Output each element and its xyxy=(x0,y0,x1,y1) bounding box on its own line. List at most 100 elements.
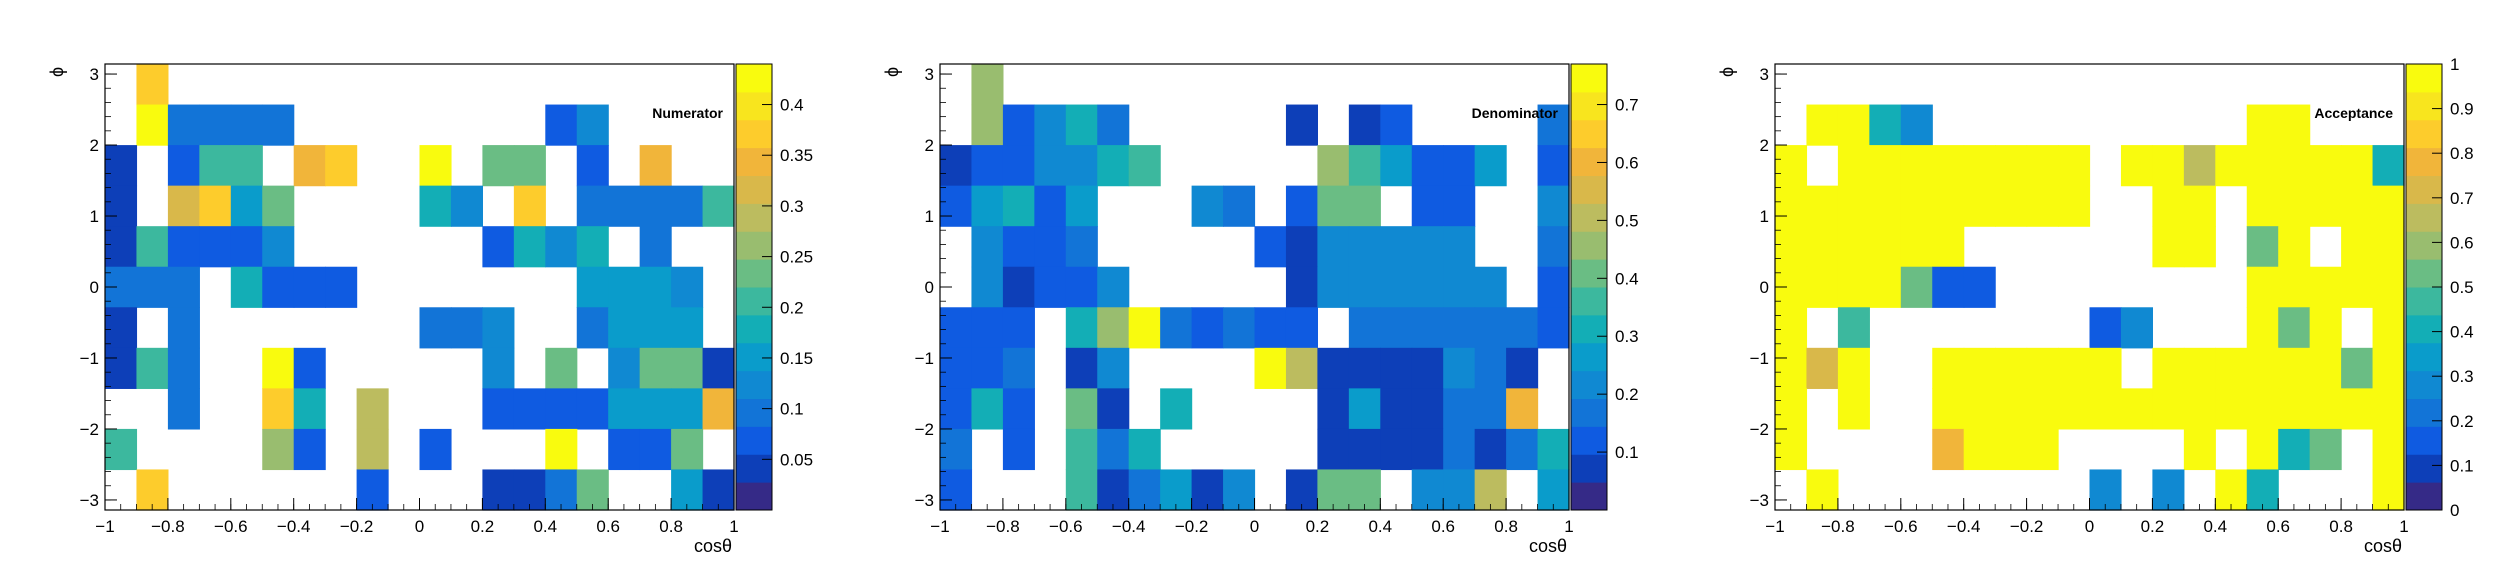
heatmap-cell xyxy=(671,388,704,430)
heatmap-cell xyxy=(1128,145,1161,187)
heatmap-cell xyxy=(1002,266,1035,308)
heatmap-cell xyxy=(1775,307,1808,349)
x-tick-label: 0.2 xyxy=(471,517,495,536)
heatmap-cell xyxy=(167,185,200,227)
colorbar-segment xyxy=(2406,91,2442,121)
heatmap-cell xyxy=(2183,428,2216,471)
heatmap-cell xyxy=(1537,428,1570,471)
heatmap-cell xyxy=(1869,226,1902,268)
heatmap-cell xyxy=(2372,469,2405,511)
y-tick-label: 2 xyxy=(1760,136,1769,155)
heatmap-cell xyxy=(2309,307,2342,349)
colorbar-tick-label: 0.35 xyxy=(780,146,813,165)
x-tick-label: 0.4 xyxy=(1368,517,1392,536)
heatmap-cell xyxy=(2152,469,2185,511)
heatmap-cell xyxy=(2278,104,2311,146)
heatmap-cell xyxy=(1128,469,1161,511)
colorbar-segment xyxy=(1571,342,1607,372)
x-tick-label: 0.8 xyxy=(659,517,683,536)
heatmap-cell xyxy=(1034,104,1067,146)
heatmap-cell xyxy=(293,347,326,389)
heatmap-cell xyxy=(1065,226,1098,268)
heatmap-cell xyxy=(1837,185,1870,227)
heatmap-cell xyxy=(1932,226,1965,268)
heatmap-cell xyxy=(702,388,735,430)
heatmap-cell xyxy=(1285,104,1318,146)
heatmap-cell xyxy=(1097,469,1130,511)
heatmap-cell xyxy=(419,428,452,471)
heatmap-cell xyxy=(230,104,263,146)
heatmap-cell xyxy=(2215,347,2248,389)
heatmap-cell xyxy=(1348,428,1381,471)
heatmap-cell xyxy=(262,428,295,471)
heatmap-cell xyxy=(482,469,515,511)
heatmap-cell xyxy=(639,428,672,471)
colorbar-frame xyxy=(735,63,773,511)
x-tick-label: 0.4 xyxy=(2203,517,2227,536)
y-tick-label: 2 xyxy=(925,136,934,155)
heatmap-cell xyxy=(136,104,169,146)
heatmap-cell xyxy=(356,469,389,511)
heatmap-cell xyxy=(1097,145,1130,187)
heatmap-cell xyxy=(2278,347,2311,389)
x-tick-label: 0.8 xyxy=(2329,517,2353,536)
heatmap-cell xyxy=(199,145,232,187)
x-axis-label: cosθ xyxy=(1529,536,1567,556)
heatmap-cell xyxy=(513,145,546,187)
heatmap-cell xyxy=(639,307,672,349)
heatmap-cell xyxy=(1837,307,1870,349)
heatmap-cell xyxy=(1900,266,1933,308)
heatmap-cell xyxy=(1223,307,1256,349)
heatmap-cell xyxy=(419,307,452,349)
heatmap-cell xyxy=(419,145,452,187)
heatmap-cell xyxy=(545,347,578,389)
heatmap-cell xyxy=(1002,185,1035,227)
heatmap-cell xyxy=(2309,347,2342,389)
heatmap-cell xyxy=(608,266,641,308)
x-tick-label: −0.8 xyxy=(151,517,185,536)
heatmap-cell xyxy=(702,469,735,511)
heatmap-cell xyxy=(1837,347,1870,389)
colorbar-segment xyxy=(1571,314,1607,344)
heatmap-cell xyxy=(1002,226,1035,268)
x-tick-label: 0.6 xyxy=(2266,517,2290,536)
heatmap-cell xyxy=(1932,185,1965,227)
heatmap-cell xyxy=(1380,145,1413,187)
colorbar-segment xyxy=(2406,314,2442,344)
heatmap-cell xyxy=(1474,307,1507,349)
heatmap-cell xyxy=(576,104,609,146)
x-tick-label: 1 xyxy=(729,517,738,536)
heatmap-cell xyxy=(2089,347,2122,389)
heatmap-cell xyxy=(1034,185,1067,227)
colorbar-tick-label: 0.4 xyxy=(2450,323,2474,342)
x-axis-label: cosθ xyxy=(694,536,732,556)
heatmap-cell xyxy=(1002,307,1035,349)
heatmap-cell xyxy=(2372,307,2405,349)
heatmap-cell xyxy=(136,64,169,106)
heatmap-cell xyxy=(136,266,169,308)
y-tick-label: −2 xyxy=(915,420,934,439)
heatmap-cell xyxy=(1806,469,1839,511)
heatmap-cell xyxy=(1932,347,1965,389)
heatmap-cell xyxy=(2026,347,2059,389)
heatmap-cell xyxy=(1900,226,1933,268)
colorbar-tick-label: 0.9 xyxy=(2450,100,2474,119)
x-tick-label: 0.4 xyxy=(533,517,557,536)
colorbar-segment xyxy=(1571,370,1607,400)
chart-title: Acceptance xyxy=(2314,105,2393,121)
colorbar-tick-label: 0.25 xyxy=(780,248,813,267)
heatmap-cell xyxy=(971,145,1004,187)
heatmap-cell xyxy=(2341,266,2374,308)
heatmap-cell xyxy=(940,428,973,471)
colorbar-segment xyxy=(2406,231,2442,260)
heatmap-cell xyxy=(1900,145,1933,187)
colorbar-segment xyxy=(736,287,772,316)
heatmap-cell xyxy=(1474,145,1507,187)
heatmap-cell xyxy=(1443,347,1476,389)
heatmap-cell xyxy=(2309,145,2342,187)
x-tick-label: −0.6 xyxy=(1884,517,1918,536)
heatmap-cell xyxy=(576,388,609,430)
heatmap-cell xyxy=(356,428,389,471)
heatmap-cell xyxy=(105,226,138,268)
heatmap-cell xyxy=(1411,347,1444,389)
